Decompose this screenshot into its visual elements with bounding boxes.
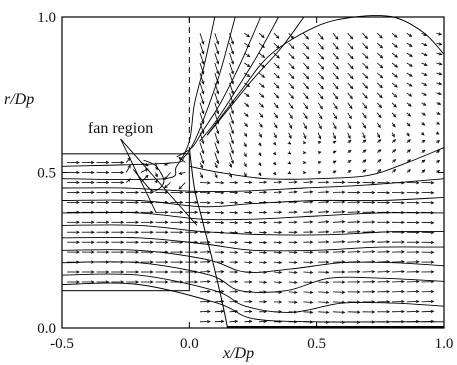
streamline <box>207 17 304 135</box>
streamline <box>200 17 279 141</box>
velocity-vector <box>422 301 434 302</box>
velocity-vector <box>422 222 434 223</box>
streamline <box>207 15 444 135</box>
velocity-vector <box>392 282 404 283</box>
streamline <box>62 17 235 166</box>
streamline <box>189 148 444 180</box>
velocity-vector <box>407 291 419 292</box>
velocity-vector <box>392 192 404 193</box>
velocity-vector <box>363 242 375 243</box>
velocity-vector <box>407 301 419 302</box>
velocity-vector <box>141 175 148 182</box>
velocity-vector <box>407 192 419 193</box>
velocity-vector <box>348 222 360 223</box>
velocity-vector <box>333 242 345 243</box>
streamlines <box>62 15 444 322</box>
velocity-vector <box>377 272 389 273</box>
x-axis-label: x/Dp <box>222 345 254 362</box>
x-tick-label: 1.0 <box>435 336 454 352</box>
x-tick-label: 0.0 <box>180 336 199 352</box>
velocity-vector <box>363 252 375 253</box>
streamline <box>62 17 215 180</box>
x-tick-label: -0.5 <box>50 336 74 352</box>
duct-outline <box>62 154 189 291</box>
streamline <box>62 237 444 251</box>
velocity-vector <box>333 302 345 303</box>
velocity-vector <box>348 232 360 233</box>
x-tick-label: 0.5 <box>307 336 326 352</box>
velocity-vector <box>422 311 434 312</box>
velocity-vector <box>179 183 185 190</box>
y-axis-label: r/Dp <box>4 91 34 108</box>
annotation-fan-region: fan region <box>88 120 153 137</box>
velocity-vector <box>348 252 360 253</box>
annotation-pointer <box>121 139 157 213</box>
y-tick-label: 0.0 <box>37 321 56 337</box>
streamline <box>62 179 444 192</box>
velocity-vector <box>333 232 345 233</box>
velocity-vector <box>348 242 360 243</box>
y-tick-label: 0.5 <box>37 166 56 182</box>
velocity-vector <box>333 312 345 313</box>
streamline <box>62 262 444 293</box>
velocity-vector <box>407 202 419 203</box>
velocity-vector <box>333 202 345 203</box>
velocity-vector <box>422 202 434 203</box>
streamline <box>62 225 444 235</box>
axis-ticks: -0.5 0.0 0.5 1.00.00.51.0 <box>37 10 453 352</box>
y-tick-label: 1.0 <box>37 10 56 26</box>
velocity-vector <box>318 192 328 193</box>
velocity-vector <box>333 212 345 213</box>
streamline <box>62 274 444 313</box>
velocity-vector <box>200 272 210 273</box>
velocity-vector <box>407 282 419 283</box>
velocity-vector <box>392 272 404 273</box>
velocity-vector <box>333 222 345 223</box>
velocity-vector <box>377 282 389 283</box>
